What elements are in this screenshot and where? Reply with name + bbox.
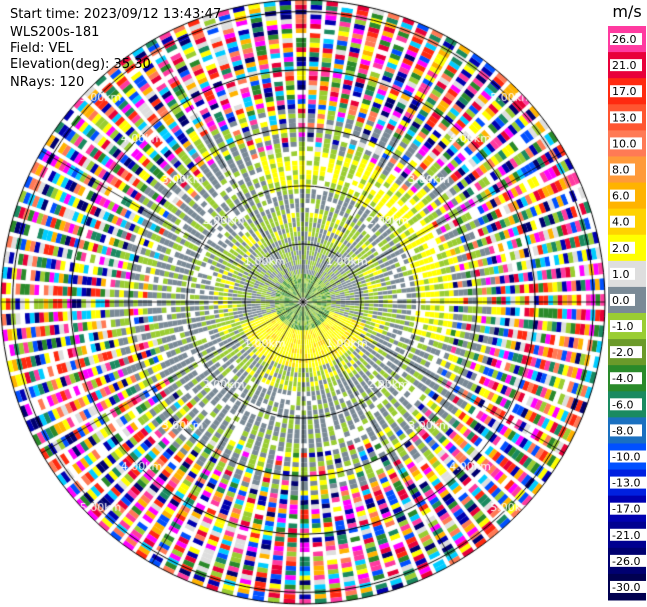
colorbar-tick-label: -8.0 (612, 424, 633, 437)
colorbar-tick-label: 13.0 (612, 111, 637, 124)
field-label: Field: VEL (10, 41, 73, 56)
colorbar-tick-label: -17.0 (612, 503, 640, 516)
colorbar-tick-label: 2.0 (612, 242, 630, 255)
colorbar-tick-label: -26.0 (612, 555, 640, 568)
colorbar-label-bg (610, 346, 642, 359)
colorbar-tick-label: 10.0 (612, 137, 637, 150)
elevation-label: Elevation(deg): 35.30 (10, 57, 151, 72)
colorbar-tick-label: -30.0 (612, 581, 640, 594)
colorbar-tick-label: 21.0 (612, 59, 637, 72)
colorbar-tick-label: 26.0 (612, 33, 637, 46)
colorbar-tick-label: 17.0 (612, 85, 637, 98)
colorbar-label-bg (610, 137, 642, 150)
colorbar-label-bg (610, 424, 642, 437)
colorbar-label-bg (610, 580, 647, 593)
colorbar-tick-label: -21.0 (612, 529, 640, 542)
colorbar-label-bg (610, 241, 635, 254)
colorbar-label-bg (610, 502, 647, 515)
colorbar-label-bg (610, 398, 642, 411)
colorbar-label-bg (610, 528, 647, 541)
colorbar-tick-label: -10.0 (612, 451, 640, 464)
colorbar-tick-label: -6.0 (612, 398, 633, 411)
colorbar-label-bg (610, 59, 642, 72)
colorbar-label-bg (610, 111, 642, 124)
colorbar-label-bg (610, 215, 635, 228)
colorbar-tick-label: -1.0 (612, 320, 633, 333)
colorbar-tick-label: 4.0 (612, 216, 630, 229)
colorbar-unit-label: m/s (612, 2, 641, 21)
colorbar-tick-label: 6.0 (612, 190, 630, 203)
colorbar-tick-label: 8.0 (612, 164, 630, 177)
colorbar-label-bg (610, 163, 635, 176)
colorbar-label-bg (610, 476, 647, 489)
colorbar-label-bg (610, 320, 642, 333)
colorbar-label-bg (610, 267, 635, 280)
colorbar-label-bg (610, 450, 647, 463)
colorbar-label-bg (610, 293, 635, 306)
colorbar-tick-label: 1.0 (612, 268, 630, 281)
colorbar-label-bg (610, 554, 647, 567)
nrays-label: NRays: 120 (10, 75, 85, 90)
colorbar-label-bg (610, 33, 642, 46)
colorbar-tick-label: -2.0 (612, 346, 633, 359)
colorbar-label-bg (610, 85, 642, 98)
colorbar-label-bg (610, 189, 635, 202)
start-time-label: Start time: 2023/09/12 13:43:47 (10, 7, 222, 22)
instrument-label: WLS200s-181 (10, 25, 100, 40)
colorbar-tick-label: 0.0 (612, 294, 630, 307)
colorbar-tick-label: -13.0 (612, 477, 640, 490)
colorbar-label-bg (610, 372, 642, 385)
colorbar-tick-label: -4.0 (612, 372, 633, 385)
